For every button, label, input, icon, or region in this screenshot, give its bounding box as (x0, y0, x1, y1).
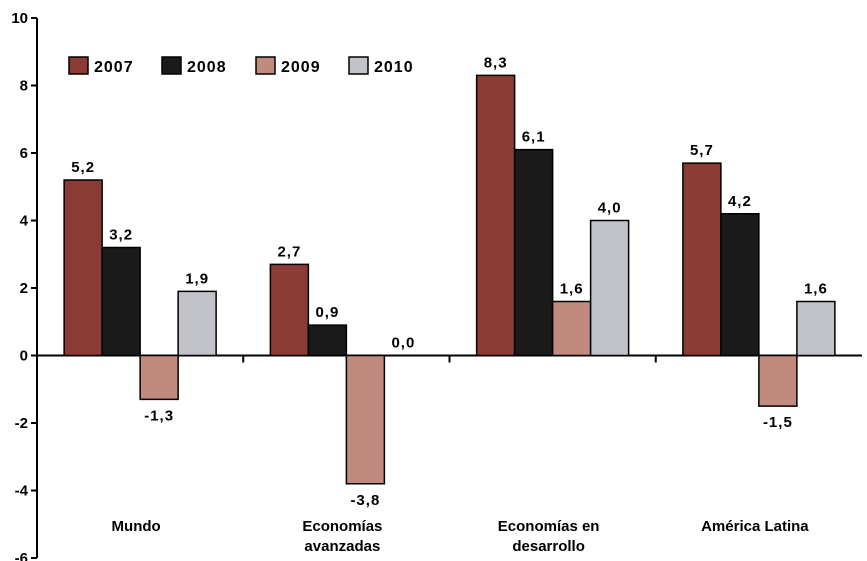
data-label-2007-2: 8,3 (484, 54, 508, 71)
bar-2007-2 (475, 74, 516, 357)
bar-2009-3 (758, 354, 798, 407)
category-labels: Mundo Economías avanzadas Economías en desar… (112, 518, 810, 555)
data-label-2008-0: 3,2 (109, 227, 133, 244)
category-label-1: avanzadas (304, 538, 380, 555)
bar-2010-0 (177, 290, 217, 357)
y-tick-label: -2 (15, 415, 28, 432)
y-tick-label: 10 (11, 10, 28, 27)
y-tick-label: -4 (15, 483, 29, 500)
y-tick-label: 6 (20, 145, 28, 162)
y-tick-label: 8 (20, 78, 28, 95)
bar-2008-1 (307, 324, 348, 357)
legend-label-2009: 2009 (281, 59, 321, 76)
data-label-2010-3: 1,6 (804, 281, 828, 298)
bar-2009-0 (139, 354, 179, 401)
category-label-3: América Latina (701, 518, 809, 535)
category-label-2: Economías en (498, 518, 600, 535)
bar-2008-3 (720, 213, 760, 357)
bar-2007-1 (269, 263, 310, 357)
bar-2007-0 (63, 179, 103, 357)
data-label-2009-0: -1,3 (144, 407, 174, 424)
legend-swatch-2010 (348, 56, 369, 75)
data-label-2009-2: 1,6 (560, 281, 584, 298)
bar-2008-2 (513, 148, 554, 357)
legend-swatch-2008 (161, 56, 182, 75)
data-label-2007-0: 5,2 (71, 159, 95, 176)
data-label-2009-1: -3,8 (350, 492, 380, 509)
bars (63, 74, 836, 485)
legend-swatch-2007 (68, 56, 89, 75)
category-label-0: Mundo (112, 518, 161, 535)
data-label-2008-1: 0,9 (315, 304, 339, 321)
category-label-2: desarrollo (512, 538, 585, 555)
legend-swatch-2009 (255, 56, 276, 75)
y-tick-label: 2 (20, 280, 28, 297)
data-label-2010-0: 1,9 (185, 270, 209, 287)
data-label-2008-2: 6,1 (522, 129, 546, 146)
legend-label-2008: 2008 (187, 59, 227, 76)
bar-2009-1 (345, 354, 386, 485)
bar-2010-3 (796, 300, 836, 357)
y-tick-label: -6 (15, 550, 28, 561)
bar-2008-0 (101, 246, 141, 357)
bar-2007-3 (682, 162, 722, 357)
bar-2010-2 (589, 219, 630, 357)
bar-2009-2 (551, 300, 592, 357)
data-label-2007-3: 5,7 (690, 142, 714, 159)
data-label-2008-3: 4,2 (728, 193, 752, 210)
data-label-2010-2: 4,0 (598, 200, 622, 217)
legend: 2007 2008 2009 2010 (68, 56, 414, 76)
data-label-2007-1: 2,7 (277, 243, 301, 260)
data-label-2010-1: 0,0 (391, 335, 415, 352)
legend-label-2007: 2007 (94, 59, 134, 76)
y-tick-label: 0 (20, 348, 28, 365)
data-labels: 5,2 3,2 -1,3 1,9 2,7 0,9 -3,8 0,0 8,3 6,1 1,6 4,0 5,… (71, 54, 828, 509)
data-label-2009-3: -1,5 (763, 414, 793, 431)
legend-label-2010: 2010 (374, 59, 414, 76)
y-tick-label: 4 (20, 213, 29, 230)
category-label-1: Economías (302, 518, 382, 535)
